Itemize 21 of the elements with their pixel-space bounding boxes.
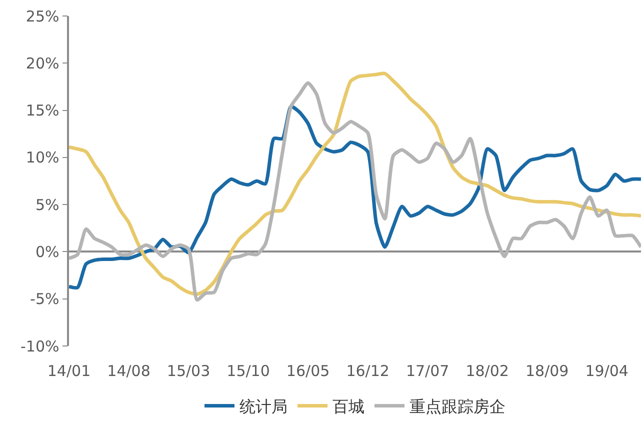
x-tick-label: 17/07 bbox=[406, 362, 450, 380]
y-tick-label: 0% bbox=[35, 242, 60, 261]
x-tick-label: 15/03 bbox=[166, 362, 210, 380]
x-tick-label: 14/08 bbox=[107, 362, 150, 380]
x-tick-label: 16/05 bbox=[286, 362, 330, 380]
y-tick-label: 5% bbox=[35, 196, 60, 214]
y-tick-label: -5% bbox=[30, 290, 60, 308]
y-tick-label: 25% bbox=[26, 7, 60, 26]
x-tick-label: 15/10 bbox=[226, 362, 270, 380]
legend-label: 重点跟踪房企 bbox=[410, 397, 506, 416]
x-tick-label: 19/04 bbox=[585, 362, 628, 380]
legend-label: 百城 bbox=[332, 397, 364, 416]
y-tick-label: -10% bbox=[20, 337, 60, 356]
x-tick-label: 14/01 bbox=[47, 362, 91, 380]
y-tick-label: 10% bbox=[26, 148, 60, 167]
legend-label: 统计局 bbox=[240, 397, 288, 416]
y-tick-label: 15% bbox=[26, 102, 60, 120]
x-tick-label: 18/02 bbox=[466, 362, 509, 380]
x-tick-label: 18/09 bbox=[525, 362, 569, 380]
x-tick-label: 16/12 bbox=[346, 362, 390, 380]
y-tick-label: 20% bbox=[26, 54, 60, 72]
